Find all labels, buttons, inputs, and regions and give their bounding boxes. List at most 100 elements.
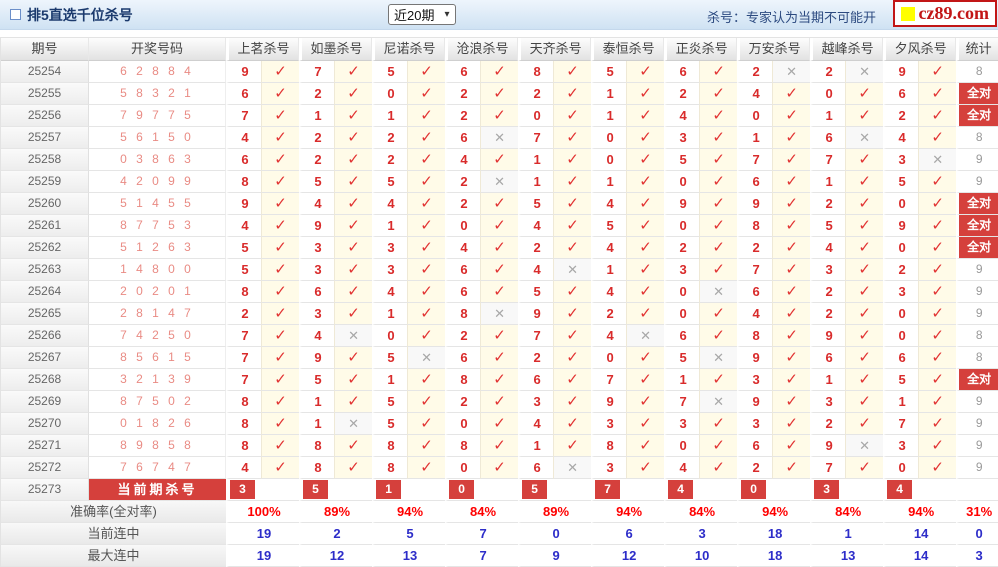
kill-number-cell: 3: [883, 281, 920, 303]
stat-cell: 8: [956, 127, 998, 149]
kill-number-cell: 4: [299, 193, 336, 215]
col-header-expert: 天齐杀号: [518, 38, 592, 61]
check-icon: ✓: [627, 127, 665, 149]
winning-numbers-cell: 4 2 0 9 9: [89, 171, 226, 193]
winning-numbers-cell: 5 6 1 5 0: [89, 127, 226, 149]
kill-number-cell: 1: [664, 369, 701, 391]
col-header-expert: 沧浪杀号: [445, 38, 519, 61]
col-header-expert: 泰恒杀号: [591, 38, 665, 61]
summary-stat-value: 0: [956, 523, 998, 545]
stat-cell: 全对: [956, 193, 998, 215]
check-icon: ✓: [335, 149, 373, 171]
kill-number-cell: 5: [226, 237, 262, 259]
kill-number-cell: 9: [518, 303, 555, 325]
current-kill-badge: 4: [668, 480, 694, 499]
kill-number-cell: 3: [299, 259, 336, 281]
cross-icon: ✕: [408, 347, 446, 369]
kill-number-cell: 9: [810, 435, 847, 457]
kill-number-cell: 4: [226, 215, 262, 237]
kill-number-cell: 1: [810, 369, 847, 391]
winning-numbers-cell: 2 8 1 4 7: [89, 303, 226, 325]
period-cell: 25267: [1, 347, 89, 369]
kill-number-cell: 8: [299, 457, 336, 479]
check-icon: ✓: [846, 193, 884, 215]
kill-number-cell: 2: [445, 171, 482, 193]
kill-number-cell: 0: [883, 325, 920, 347]
empty-mark-cell: [554, 479, 592, 501]
check-icon: ✓: [481, 457, 519, 479]
summary-label: 准确率(全对率): [1, 501, 226, 523]
kill-number-cell: 4: [810, 237, 847, 259]
check-icon: ✓: [262, 237, 300, 259]
kill-number-cell: 1: [591, 105, 628, 127]
check-icon: ✓: [627, 83, 665, 105]
table-row: 25265 2 8 1 4 7 2 ✓ 3 ✓ 1 ✓ 8 ✕ 9 ✓ 2 ✓ 0 ✓ 4 ✓ 2 ✓ 0 ✓ 9: [1, 303, 998, 325]
check-icon: ✓: [919, 347, 957, 369]
check-icon: ✓: [335, 391, 373, 413]
check-icon: ✓: [262, 325, 300, 347]
cross-icon: ✕: [919, 149, 957, 171]
stat-cell: 全对: [956, 215, 998, 237]
table-row: 25259 4 2 0 9 9 8 ✓ 5 ✓ 5 ✓ 2 ✕ 1 ✓ 1 ✓ 0 ✓ 6 ✓ 1 ✓ 5 ✓ 9: [1, 171, 998, 193]
site-logo[interactable]: cz89.com: [892, 0, 997, 27]
kill-number-cell: 3: [810, 391, 847, 413]
kill-number-cell: 5: [299, 171, 336, 193]
title-checkbox[interactable]: [10, 9, 21, 20]
kill-number-cell: 4: [883, 127, 920, 149]
kill-number-cell: 3: [372, 237, 409, 259]
kill-number-cell: 9: [299, 215, 336, 237]
check-icon: ✓: [335, 127, 373, 149]
empty-mark-cell: [846, 479, 884, 501]
kill-number-cell: 7: [518, 127, 555, 149]
kill-number-cell: 4: [591, 193, 628, 215]
kill-number-cell: 9: [226, 193, 262, 215]
summary-value: 19: [226, 523, 300, 545]
check-icon: ✓: [627, 237, 665, 259]
kill-number-cell: 5: [591, 61, 628, 83]
kill-number-cell: 4: [518, 413, 555, 435]
kill-number-cell: 8: [591, 435, 628, 457]
check-icon: ✓: [408, 215, 446, 237]
summary-value: 89%: [299, 501, 373, 523]
kill-number-cell: 2: [810, 193, 847, 215]
winning-numbers-cell: 8 7 5 0 2: [89, 391, 226, 413]
kill-number-cell: 0: [445, 215, 482, 237]
check-icon: ✓: [262, 369, 300, 391]
check-icon: ✓: [335, 457, 373, 479]
kill-number-cell: 9: [664, 193, 701, 215]
kill-number-cell: 2: [445, 193, 482, 215]
col-header-period: 期号: [1, 38, 89, 61]
stat-cell: 9: [956, 391, 998, 413]
kill-number-cell: 2: [518, 83, 555, 105]
kill-number-cell: 6: [445, 281, 482, 303]
table-row: 25270 0 1 8 2 6 8 ✓ 1 ✕ 5 ✓ 0 ✓ 4 ✓ 3 ✓ 3 ✓ 3 ✓ 2 ✓ 7 ✓ 9: [1, 413, 998, 435]
kill-number-cell: 5: [883, 369, 920, 391]
period-cell: 25268: [1, 369, 89, 391]
kill-number-cell: 1: [372, 369, 409, 391]
kill-number-cell: 7: [226, 325, 262, 347]
kill-number-cell: 1: [518, 435, 555, 457]
header-row: 期号 开奖号码 上茗杀号 如墨杀号 尼诺杀号 沧浪杀号 天齐杀号 泰恒杀号 正炎杀号 万安杀号 越峰…: [1, 38, 998, 61]
table-row: 25260 5 1 4 5 5 9 ✓ 4 ✓ 4 ✓ 2 ✓ 5 ✓ 4 ✓ 9 ✓ 9 ✓ 2 ✓ 0 ✓ 全对: [1, 193, 998, 215]
kill-number-cell: 8: [372, 457, 409, 479]
kill-number-cell: 6: [518, 369, 555, 391]
range-select[interactable]: 近20期 ▾: [388, 4, 456, 25]
check-icon: ✓: [262, 281, 300, 303]
check-icon: ✓: [919, 61, 957, 83]
current-kill-label: 当前期杀号: [89, 479, 226, 501]
kill-number-cell: 2: [737, 61, 774, 83]
kill-number-cell: 4: [591, 281, 628, 303]
check-icon: ✓: [846, 369, 884, 391]
check-icon: ✓: [481, 83, 519, 105]
kill-number-cell: 2: [737, 457, 774, 479]
check-icon: ✓: [919, 325, 957, 347]
kill-number-cell: 3: [664, 413, 701, 435]
check-icon: ✓: [554, 215, 592, 237]
check-icon: ✓: [846, 171, 884, 193]
kill-number-cell: 0: [664, 435, 701, 457]
check-icon: ✓: [627, 105, 665, 127]
check-icon: ✓: [408, 391, 446, 413]
kill-number-cell: 0: [883, 303, 920, 325]
kill-number-cell: 8: [226, 171, 262, 193]
check-icon: ✓: [335, 347, 373, 369]
